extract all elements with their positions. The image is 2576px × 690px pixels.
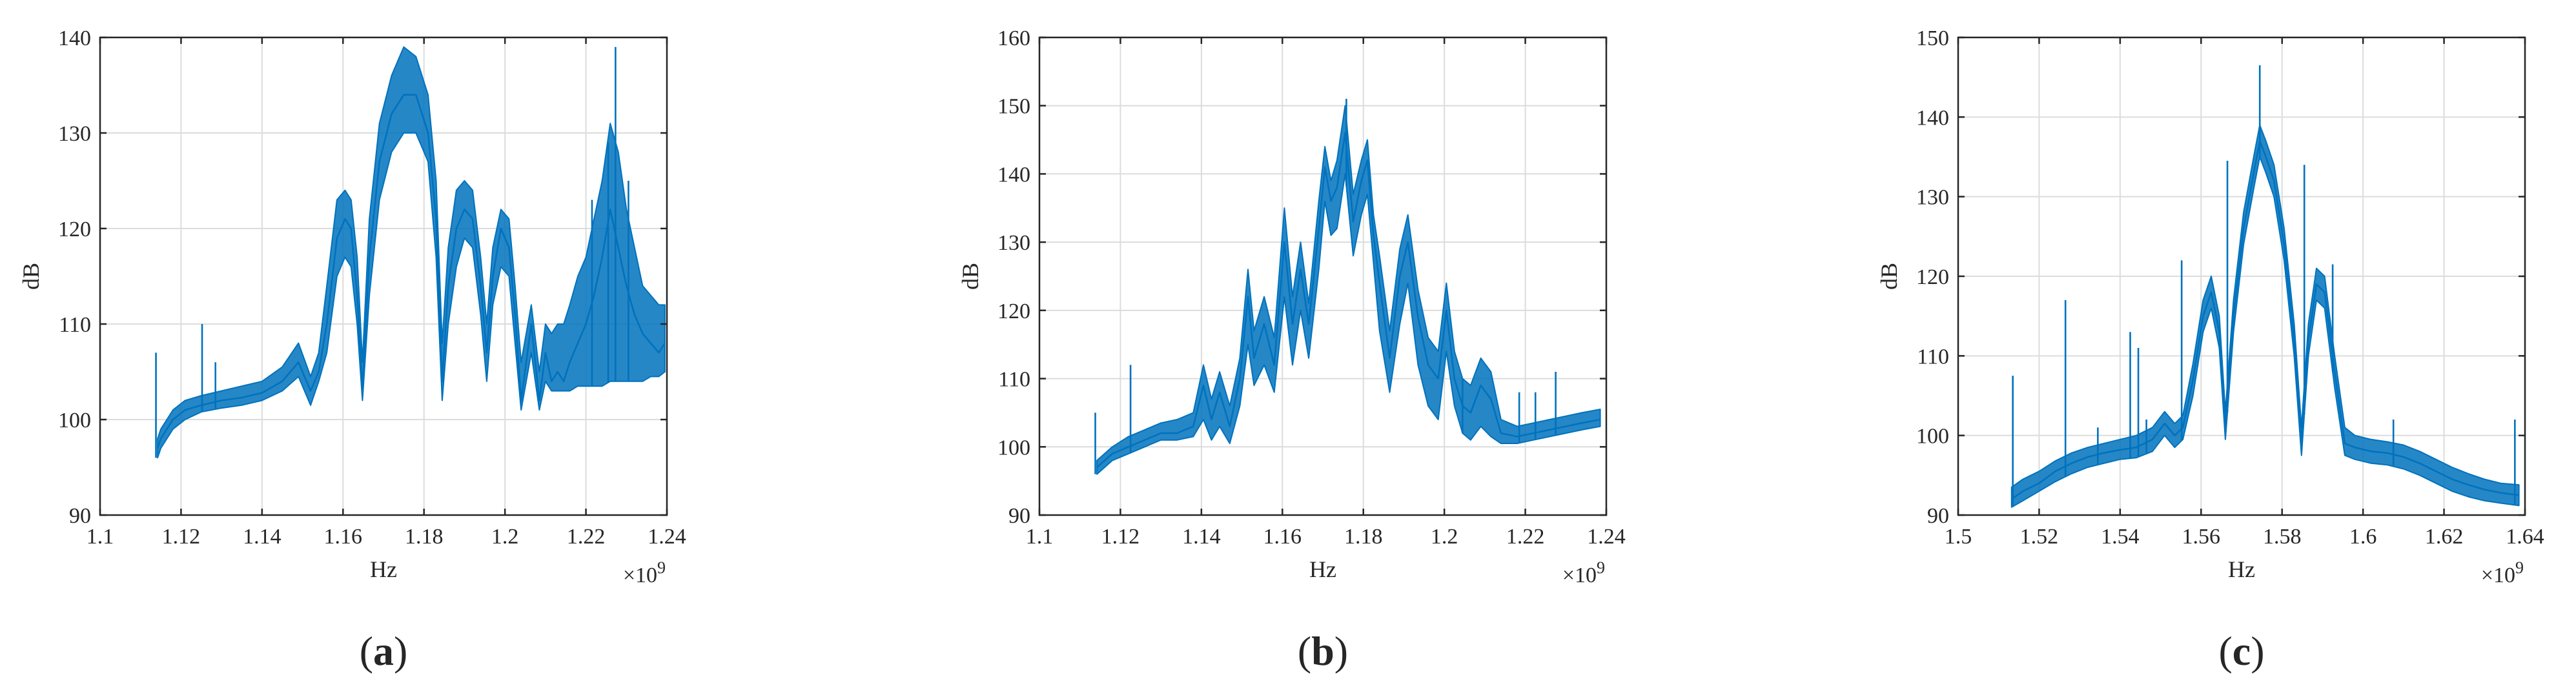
panel-label-close-paren: ) xyxy=(1334,628,1348,674)
exponent-power: 9 xyxy=(657,558,666,577)
x-axis-exponent: ×109 xyxy=(2481,558,2524,587)
x-tick-label: 1.22 xyxy=(567,525,606,549)
x-tick-label: 1.18 xyxy=(405,525,444,549)
y-tick-label: 120 xyxy=(997,299,1030,323)
series-group xyxy=(1094,99,1601,475)
x-tick-label: 1.1 xyxy=(1026,525,1054,549)
y-tick-label: 120 xyxy=(1916,265,1949,289)
chart-panel-c: 1.5 1.52 1.54 1.56 1.58 1.6 1.62 1.64 90 100 110 12… xyxy=(1876,26,2544,674)
series-noise-band xyxy=(157,46,666,459)
x-tick-label: 1.1 xyxy=(87,525,114,549)
panel-label: (a) xyxy=(360,628,408,674)
panel-label: (c) xyxy=(2218,628,2264,674)
axes-box xyxy=(99,36,668,516)
panel-label-close-paren: ) xyxy=(2251,628,2264,674)
x-tick-label: 1.2 xyxy=(1431,525,1458,549)
panel-label-letter: c xyxy=(2233,628,2251,674)
panel-label-letter: b xyxy=(1311,628,1334,674)
x-tick-label: 1.6 xyxy=(2349,525,2377,549)
exponent-base: ×10 xyxy=(1562,563,1597,587)
chart-panel-a: 1.1 1.12 1.14 1.16 1.18 1.2 1.22 1.24 90 100 110 12… xyxy=(18,26,686,674)
y-tick-label: 130 xyxy=(1916,186,1949,210)
exponent-power: 9 xyxy=(1597,558,1605,577)
x-axis-exponent: ×109 xyxy=(623,558,666,587)
panel-label-open-paren: ( xyxy=(360,628,373,674)
series-group xyxy=(155,46,666,459)
x-tick-label: 1.14 xyxy=(243,525,281,549)
x-tick-label: 1.5 xyxy=(1945,525,1972,549)
y-tick-label: 110 xyxy=(1917,345,1949,369)
x-tick-label: 1.12 xyxy=(1101,525,1140,549)
panel-label-open-paren: ( xyxy=(2218,628,2232,674)
x-tick-label: 1.12 xyxy=(162,525,201,549)
series-noise-band xyxy=(1096,105,1601,475)
chart-panel-b: 1.1 1.12 1.14 1.16 1.18 1.2 1.22 1.24 90 100 110 12… xyxy=(957,26,1626,674)
panel-label-letter: a xyxy=(373,628,394,674)
x-axis-label: Hz xyxy=(1309,556,1336,582)
x-axis-label: Hz xyxy=(370,556,397,582)
x-tick-label: 1.16 xyxy=(324,525,363,549)
y-axis-label: dB xyxy=(1876,263,1902,290)
series-group xyxy=(2010,65,2520,508)
x-tick-label: 1.58 xyxy=(2263,525,2302,549)
x-tick-label: 1.52 xyxy=(2020,525,2059,549)
y-tick-label: 130 xyxy=(997,231,1030,255)
y-tick-label: 100 xyxy=(58,409,91,432)
exponent-base: ×10 xyxy=(2481,563,2515,587)
axes-box xyxy=(1038,36,1608,516)
series-line xyxy=(2011,140,2519,500)
x-tick-label: 1.24 xyxy=(1587,525,1626,549)
x-tick-label: 1.62 xyxy=(2425,525,2464,549)
y-tick-label: 100 xyxy=(1916,425,1949,449)
y-axis-label: dB xyxy=(18,263,44,290)
panel-label-open-paren: ( xyxy=(1298,628,1311,674)
x-tick-label: 1.18 xyxy=(1344,525,1383,549)
y-tick-label: 160 xyxy=(997,26,1030,50)
y-axis-label: dB xyxy=(957,263,983,290)
x-tick-label: 1.64 xyxy=(2506,525,2544,549)
y-tick-label: 150 xyxy=(1916,26,1949,50)
panel-label-close-paren: ) xyxy=(394,628,407,674)
x-tick-label: 1.14 xyxy=(1182,525,1221,549)
panel-label: (b) xyxy=(1298,628,1348,674)
y-tick-label: 150 xyxy=(997,95,1030,119)
x-tick-label: 1.16 xyxy=(1263,525,1302,549)
x-axis-label: Hz xyxy=(2228,556,2255,582)
y-tick-label: 140 xyxy=(997,163,1030,187)
series-line xyxy=(1096,132,1600,468)
x-tick-label: 1.24 xyxy=(648,525,686,549)
y-tick-label: 90 xyxy=(1927,504,1949,528)
x-tick-label: 1.56 xyxy=(2182,525,2221,549)
y-tick-label: 140 xyxy=(1916,106,1949,130)
x-tick-label: 1.22 xyxy=(1506,525,1545,549)
y-tick-label: 90 xyxy=(1008,504,1030,528)
x-axis-exponent: ×109 xyxy=(1562,558,1605,587)
y-tick-label: 140 xyxy=(58,26,91,50)
exponent-power: 9 xyxy=(2515,558,2524,577)
y-tick-label: 100 xyxy=(997,436,1030,460)
y-tick-label: 110 xyxy=(998,368,1030,392)
y-tick-label: 90 xyxy=(69,504,91,528)
x-tick-label: 1.54 xyxy=(2101,525,2140,549)
y-tick-label: 120 xyxy=(58,218,91,241)
exponent-base: ×10 xyxy=(623,563,657,587)
x-tick-label: 1.2 xyxy=(491,525,519,549)
y-tick-label: 130 xyxy=(58,122,91,146)
series-noise-band xyxy=(2010,124,2520,508)
y-tick-label: 110 xyxy=(59,313,91,337)
